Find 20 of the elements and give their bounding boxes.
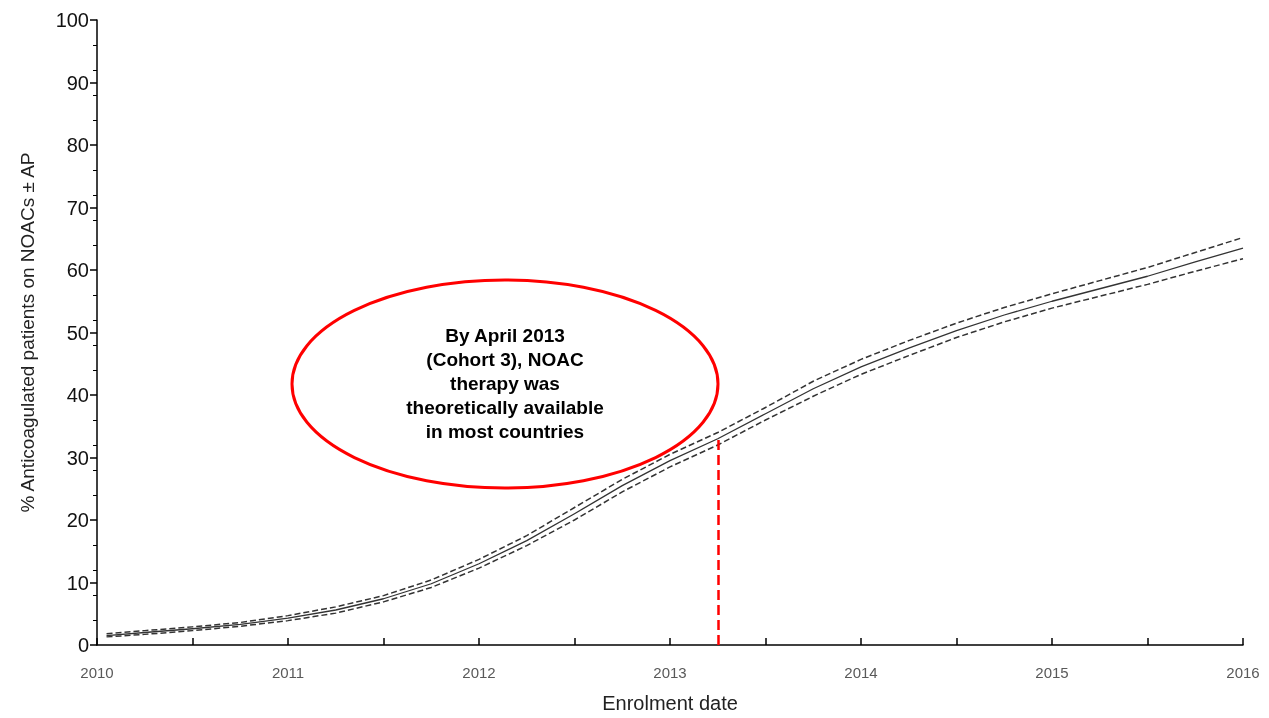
- y-tick-label: 20: [66, 509, 89, 531]
- x-tick-label: 2014: [844, 664, 878, 681]
- y-tick-label: 90: [66, 71, 89, 94]
- x-tick-label: 2013: [653, 664, 687, 681]
- y-axis-title: % Anticoagulated patients on NOACs ± AP: [17, 152, 38, 513]
- y-tick-label: 10: [66, 571, 89, 594]
- y-tick-label: 50: [66, 321, 89, 344]
- y-tick-label: 80: [66, 134, 89, 156]
- x-tick-label: 2016: [1226, 664, 1260, 681]
- y-tick-label: 60: [66, 259, 89, 281]
- y-tick-label: 0: [77, 634, 89, 656]
- x-tick-label: 2011: [271, 664, 305, 681]
- y-tick-label: 70: [66, 196, 89, 219]
- x-tick-label: 2015: [1035, 664, 1069, 681]
- x-axis-title: Enrolment date: [602, 692, 738, 714]
- y-tick-label: 40: [66, 384, 89, 406]
- x-tick-label: 2010: [80, 664, 114, 681]
- x-tick-label: 2012: [462, 664, 496, 681]
- y-tick-label: 30: [66, 446, 89, 469]
- y-tick-label: 100: [55, 9, 89, 31]
